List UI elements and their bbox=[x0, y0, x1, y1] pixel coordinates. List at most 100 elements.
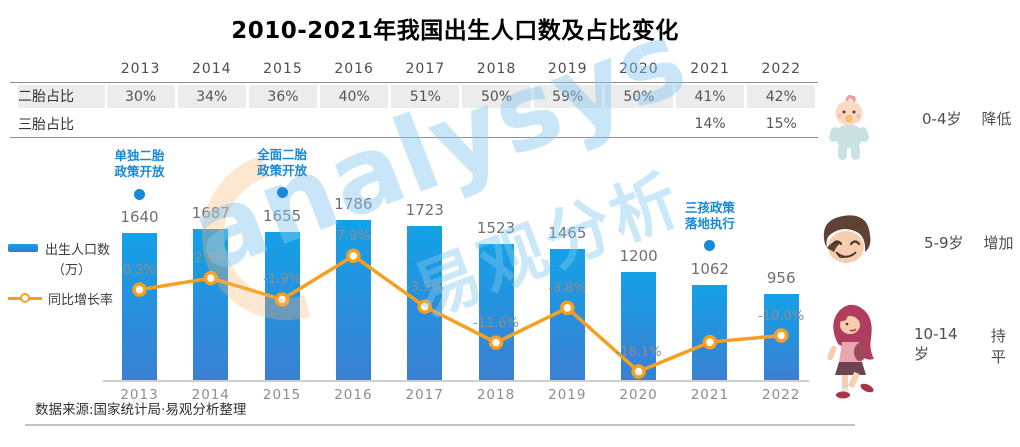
year-header-cell: 2017 bbox=[405, 61, 446, 77]
bar bbox=[264, 231, 300, 380]
baby-icon bbox=[826, 94, 872, 166]
annotation-line1: 单独二胎 bbox=[114, 148, 165, 164]
annotation-line2: 政策开放 bbox=[257, 162, 308, 178]
age-label: 10-14岁 bbox=[914, 325, 958, 363]
bar-value-label: 1723 bbox=[405, 200, 444, 219]
bar bbox=[549, 248, 585, 380]
legend: 出生人口数 （万） 同比增长率 bbox=[8, 240, 114, 308]
growth-rate-label: -3.5% bbox=[405, 279, 444, 295]
x-axis-label: 2014 bbox=[191, 387, 230, 403]
bar-value-label: 1786 bbox=[334, 194, 373, 213]
table-value-cell: 36% bbox=[247, 83, 318, 110]
growth-rate-label: -1.9% bbox=[263, 272, 301, 288]
growth-rate-label: -3.8% bbox=[548, 280, 587, 296]
year-header-cell: 2014 bbox=[191, 61, 232, 77]
chart-title: 2010-2021年我国出生人口数及占比变化 bbox=[231, 18, 679, 44]
bar-series-swatch bbox=[8, 244, 38, 252]
table-value-cell: 40% bbox=[319, 83, 390, 110]
age-group-row-5-9: 5-9岁 增加 bbox=[924, 232, 1014, 253]
ratio-table: 2013 2014 2015 2016 2017 2018 2019 2020 2021 2022… bbox=[10, 56, 818, 138]
x-axis-label: 2013 bbox=[120, 387, 159, 403]
policy-annotation: 三孩政策 落地执行 bbox=[655, 200, 765, 232]
growth-rate-label: -10.0% bbox=[758, 308, 805, 324]
table-value-cell: 34% bbox=[176, 83, 247, 110]
bar bbox=[692, 284, 728, 380]
year-header-cell: 2022 bbox=[761, 61, 802, 77]
table-header-row: 2013 2014 2015 2016 2017 2018 2019 2020 2021 2022 bbox=[10, 56, 818, 82]
table-row: 二胎占比 30% 34% 36% 40% 51% 50% 59% 50% 41% 42% bbox=[10, 82, 818, 110]
bar-value-label: 1465 bbox=[548, 223, 587, 242]
girl-icon bbox=[826, 302, 880, 404]
table-value-cell: 41% bbox=[675, 83, 746, 110]
legend-line-item: 同比增长率 bbox=[8, 290, 114, 308]
age-group-row-10-14: 10-14岁 持平 bbox=[914, 325, 1020, 367]
year-header-cell: 2015 bbox=[263, 61, 303, 77]
x-axis-label: 2015 bbox=[262, 387, 302, 403]
age-label: 5-9岁 bbox=[924, 234, 964, 252]
x-axis-line bbox=[103, 380, 809, 382]
bar-value-label: 1655 bbox=[263, 206, 302, 225]
year-header-cell: 2018 bbox=[476, 61, 517, 77]
bar-value-label: 1687 bbox=[191, 203, 230, 222]
annotation-line2: 落地执行 bbox=[684, 215, 735, 231]
year-header-cell: 2013 bbox=[120, 61, 161, 77]
table-value-cell: 14% bbox=[694, 115, 726, 132]
bar bbox=[478, 243, 514, 380]
bar-value-label: 956 bbox=[766, 269, 796, 288]
table-row: 三胎占比 14% 15% bbox=[10, 110, 818, 138]
x-axis-label: 2021 bbox=[690, 387, 730, 403]
year-header-cell: 2019 bbox=[547, 61, 588, 77]
bar bbox=[407, 225, 443, 380]
year-header-cell: 2016 bbox=[334, 61, 374, 77]
trend-label: 增加 bbox=[983, 234, 1014, 252]
growth-rate-label: 2.9% bbox=[194, 251, 228, 267]
boy-icon bbox=[818, 212, 874, 274]
legend-line-label: 同比增长率 bbox=[48, 292, 114, 308]
annotation-line1: 三孩政策 bbox=[684, 199, 735, 215]
table-value-cell: 59% bbox=[532, 83, 603, 110]
table-value-cell: 51% bbox=[390, 83, 461, 110]
bar-value-label: 1523 bbox=[476, 218, 516, 237]
trend-label: 持平 bbox=[990, 327, 1006, 366]
age-group-row-0-4: 0-4岁 降低 bbox=[922, 108, 1012, 129]
annotation-dot bbox=[134, 188, 145, 200]
growth-rate-label: 7.9% bbox=[336, 228, 370, 244]
growth-rate-label: -11.6% bbox=[473, 315, 519, 331]
table-value-cell: 30% bbox=[105, 83, 176, 110]
age-label: 0-4岁 bbox=[922, 110, 962, 128]
table-value-cell: 42% bbox=[746, 83, 817, 110]
legend-bar-item: 出生人口数 bbox=[8, 240, 113, 258]
year-header-cell: 2020 bbox=[619, 61, 659, 77]
x-axis-label: 2016 bbox=[334, 387, 373, 403]
x-axis-label: 2020 bbox=[619, 387, 658, 403]
line-series-swatch bbox=[8, 293, 42, 303]
row-label-cell: 三胎占比 bbox=[18, 116, 74, 133]
annotation-line1: 全面二胎 bbox=[257, 146, 308, 162]
x-axis-label: 2022 bbox=[762, 387, 801, 403]
bar bbox=[122, 233, 157, 380]
annotation-dot bbox=[276, 187, 288, 199]
bar bbox=[763, 294, 799, 380]
policy-annotation: 单独二胎 政策开放 bbox=[85, 148, 195, 180]
legend-bar-unit: （万） bbox=[52, 263, 92, 278]
bar-value-label: 1062 bbox=[690, 259, 729, 278]
table-value-cell: 50% bbox=[461, 83, 532, 110]
trend-label: 降低 bbox=[981, 110, 1012, 128]
annotation-line2: 政策开放 bbox=[114, 164, 165, 180]
growth-rate-label: -18.1% bbox=[615, 344, 662, 360]
bar-value-label: 1640 bbox=[120, 208, 159, 227]
age-group-panel: 0-4岁 降低 5-9岁 增加 bbox=[812, 90, 1020, 420]
data-source-note: 数据来源:国家统计局·易观分析整理 bbox=[35, 402, 247, 418]
x-axis-label: 2019 bbox=[548, 387, 587, 403]
x-axis-label: 2018 bbox=[476, 387, 516, 403]
bar bbox=[621, 272, 657, 380]
footer-rule bbox=[25, 424, 855, 426]
row-label-cell: 二胎占比 bbox=[10, 83, 105, 110]
table-value-cell: 50% bbox=[603, 83, 674, 110]
policy-annotation: 全面二胎 政策开放 bbox=[227, 147, 337, 179]
bar bbox=[335, 219, 371, 380]
year-header-cell: 2021 bbox=[690, 61, 730, 77]
table-value-cell: 15% bbox=[765, 115, 797, 132]
x-axis-label: 2017 bbox=[405, 387, 444, 403]
